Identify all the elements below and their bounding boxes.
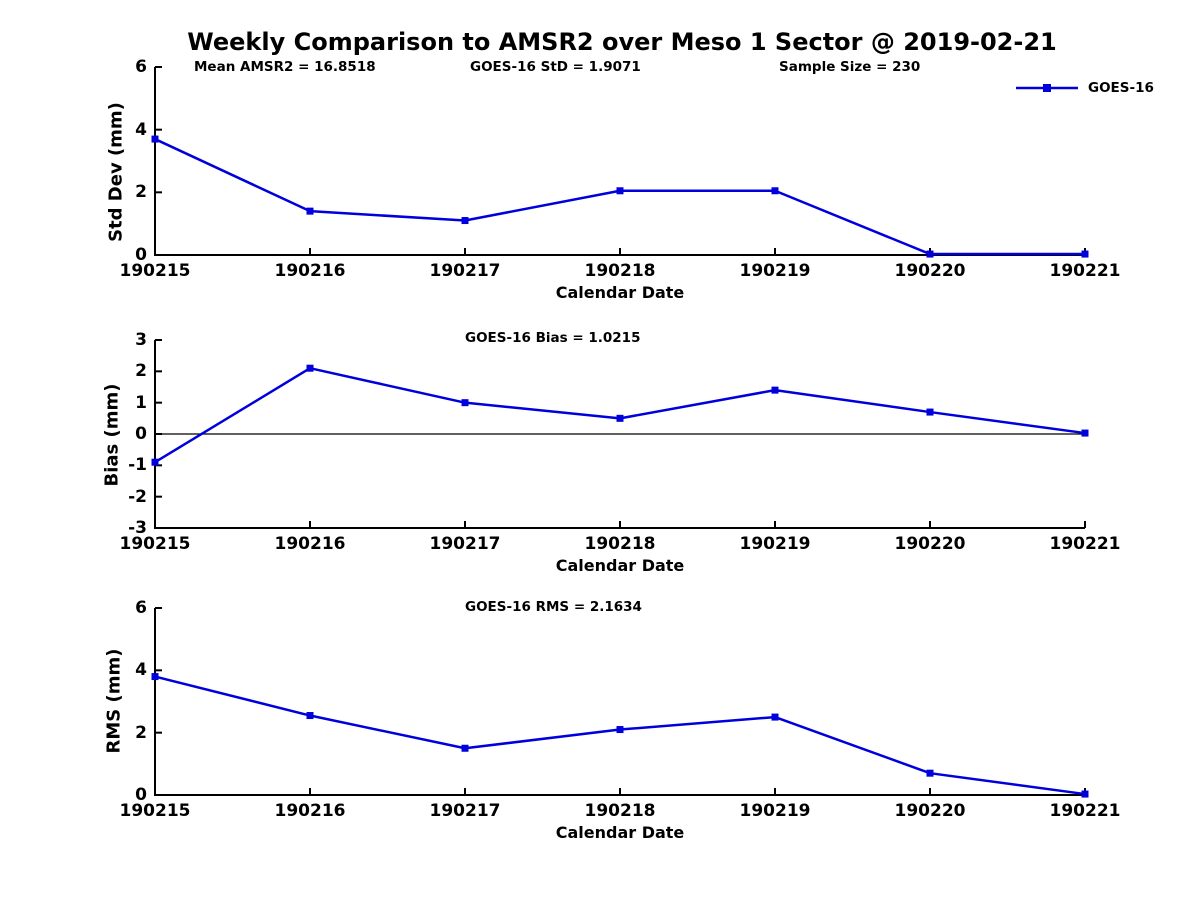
legend: GOES-16 — [1015, 80, 1154, 96]
x-tick-label: 190219 — [739, 801, 811, 821]
x-tick-label: 190219 — [739, 261, 811, 281]
data-point-marker — [616, 187, 624, 195]
data-point-marker — [306, 712, 314, 720]
data-point-marker — [771, 187, 779, 195]
data-point-marker — [461, 744, 469, 752]
y-tick-label: 1 — [135, 392, 147, 413]
data-point-marker — [771, 386, 779, 394]
y-tick-label: 2 — [135, 722, 147, 743]
x-tick-label: 190220 — [894, 801, 966, 821]
data-point-marker — [1081, 790, 1089, 798]
y-tick-label: 2 — [135, 182, 147, 203]
data-point-marker — [151, 673, 159, 681]
x-tick-label: 190218 — [584, 534, 656, 554]
y-tick-label: 3 — [135, 330, 147, 350]
legend-label: GOES-16 — [1088, 80, 1154, 96]
y-tick-label: -1 — [128, 455, 147, 476]
x-tick-label: 190217 — [429, 801, 501, 821]
x-axis-label: Calendar Date — [555, 283, 685, 302]
y-tick-label: 0 — [135, 245, 147, 265]
legend-marker — [1043, 84, 1051, 92]
y-tick-label: 4 — [135, 660, 147, 681]
data-point-marker — [926, 408, 934, 416]
data-line — [154, 137, 1085, 256]
legend-line-icon — [1016, 84, 1078, 92]
y-tick-label: -2 — [128, 486, 147, 507]
data-point-marker — [306, 207, 314, 215]
x-tick-label: 190221 — [1049, 261, 1121, 281]
data-point-marker — [616, 726, 624, 734]
y-tick-label: 6 — [135, 57, 147, 77]
x-axis-label: Calendar Date — [555, 556, 685, 575]
axis-spines — [154, 608, 1085, 796]
axis-spines — [154, 67, 1085, 256]
data-point-marker — [461, 399, 469, 407]
x-tick-label: 190218 — [584, 261, 656, 281]
x-tick-label: 190216 — [274, 534, 346, 554]
y-tick-label: 4 — [135, 119, 147, 140]
x-tick-label: 190221 — [1049, 801, 1121, 821]
y-tick-label: 0 — [135, 424, 147, 444]
data-point-marker — [151, 135, 159, 143]
x-tick-label: 190215 — [119, 534, 191, 554]
data-point-marker — [771, 713, 779, 721]
data-line — [154, 675, 1086, 796]
data-point-marker — [926, 250, 934, 258]
x-tick-label: 190220 — [894, 261, 966, 281]
data-point-marker — [151, 458, 159, 466]
x-tick-label: 190218 — [584, 801, 656, 821]
data-point-marker — [926, 769, 934, 777]
x-tick-label: 190216 — [274, 261, 346, 281]
data-point-marker — [1081, 250, 1089, 258]
x-tick-label: 190215 — [119, 801, 191, 821]
annotation-goes16-std: GOES-16 StD = 1.9071 — [470, 59, 641, 75]
x-tick-label: 190220 — [894, 534, 966, 554]
x-tick-label: 190215 — [119, 261, 191, 281]
data-point-marker — [306, 364, 314, 372]
data-point-marker — [616, 414, 624, 422]
x-axis-label: Calendar Date — [555, 823, 685, 842]
annotation-goes16-rms: GOES-16 RMS = 2.1634 — [465, 599, 642, 615]
annotation-goes16-bias: GOES-16 Bias = 1.0215 — [465, 330, 641, 346]
y-tick-label: 0 — [135, 785, 147, 805]
x-tick-label: 190217 — [429, 534, 501, 554]
data-point-marker — [461, 217, 469, 225]
data-point-marker — [1081, 429, 1089, 437]
y-tick-label: -3 — [128, 518, 147, 538]
y-tick-label: 6 — [135, 598, 147, 618]
x-tick-label: 190219 — [739, 534, 811, 554]
y-tick-label: 2 — [135, 361, 147, 382]
annotation-mean-amsr2: Mean AMSR2 = 16.8518 — [194, 59, 376, 75]
x-tick-label: 190217 — [429, 261, 501, 281]
annotation-sample-size: Sample Size = 230 — [779, 59, 921, 75]
x-tick-label: 190216 — [274, 801, 346, 821]
chart-title: Weekly Comparison to AMSR2 over Meso 1 S… — [187, 28, 1057, 56]
x-tick-label: 190221 — [1049, 534, 1121, 554]
